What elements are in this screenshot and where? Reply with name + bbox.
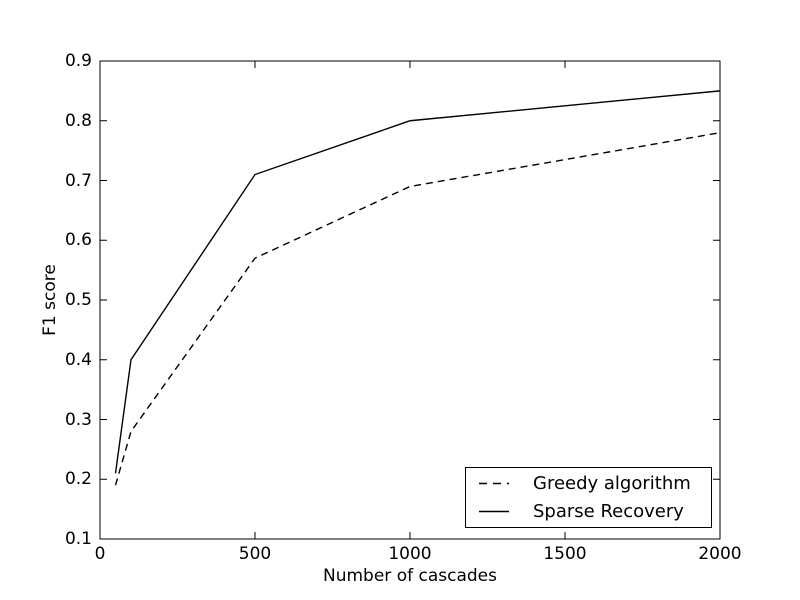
y-tick-label: 0.8 — [64, 110, 92, 131]
x-tick-label: 500 — [238, 544, 272, 564]
y-tick-label: 0.9 — [64, 51, 92, 71]
x-tick-label: 1500 — [543, 544, 587, 564]
legend-entry-sparse-recovery: Sparse Recovery — [479, 501, 711, 523]
dashed-line-sample-icon — [479, 481, 509, 486]
legend: Greedy algorithm Sparse Recovery — [465, 467, 712, 528]
y-tick-label: 0.5 — [64, 290, 92, 310]
x-tick-label: 1000 — [388, 544, 432, 564]
legend-label-greedy-algorithm: Greedy algorithm — [533, 473, 691, 494]
legend-entry-greedy-algorithm: Greedy algorithm — [479, 473, 711, 495]
y-axis-label: F1 score — [40, 264, 60, 336]
series-line-dashed — [114, 132, 721, 486]
series-line-solid — [114, 90, 721, 474]
y-tick-label: 0.7 — [64, 170, 92, 191]
y-tick-label: 0.2 — [64, 469, 92, 490]
y-tick-label: 0.1 — [64, 529, 92, 549]
x-tick-label: 2000 — [698, 544, 742, 564]
y-tick-label: 0.3 — [64, 409, 92, 430]
legend-label-sparse-recovery: Sparse Recovery — [533, 501, 684, 522]
y-tick-label: 0.6 — [64, 230, 92, 251]
x-tick-label: 0 — [94, 544, 106, 564]
solid-line-sample-icon — [479, 509, 509, 514]
x-axis-label: Number of cascades — [323, 566, 497, 586]
y-tick-label: 0.4 — [64, 349, 92, 370]
